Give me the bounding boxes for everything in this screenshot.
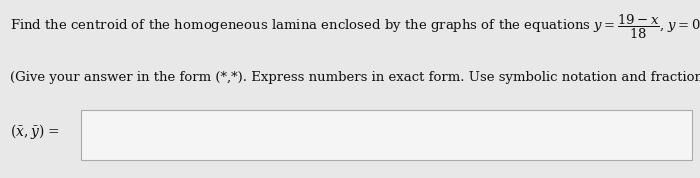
Text: (Give your answer in the form (*,*). Express numbers in exact form. Use symbolic: (Give your answer in the form (*,*). Exp…: [10, 71, 700, 84]
Text: Find the centroid of the homogeneous lamina enclosed by the graphs of the equati: Find the centroid of the homogeneous lam…: [10, 12, 700, 41]
Text: $(\bar{x}, \bar{y})$ =: $(\bar{x}, \bar{y})$ =: [10, 122, 61, 141]
FancyBboxPatch shape: [80, 110, 692, 160]
